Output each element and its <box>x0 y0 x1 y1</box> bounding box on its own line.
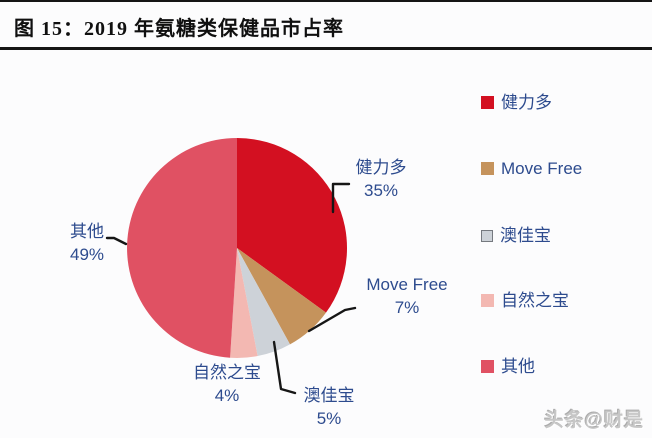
title-underline <box>0 47 652 50</box>
top-rule <box>0 0 652 2</box>
callout-ziranzhibao-label: 自然之宝 <box>193 363 261 382</box>
leader-line-jianliduo <box>331 182 351 214</box>
legend-swatch-qita <box>481 360 494 373</box>
leader-line-movefree <box>307 306 357 333</box>
legend-label-ziranzhibao: 自然之宝 <box>501 291 569 310</box>
legend-swatch-movefree <box>481 162 494 175</box>
legend-swatch-aojiabao <box>481 230 493 242</box>
callout-aojiabao-value: 5% <box>316 409 342 428</box>
legend-label-qita: 其他 <box>501 357 535 376</box>
legend-item-ziranzhibao: 自然之宝 <box>481 290 593 312</box>
legend-label-aojiabao: 澳佳宝 <box>500 226 551 245</box>
callout-ziranzhibao-value: 4% <box>214 386 240 405</box>
callout-movefree-label: Move Free <box>366 275 448 294</box>
callout-movefree-value: 7% <box>394 298 420 317</box>
watermark: 头条@财是 <box>544 410 644 431</box>
leader-line-qita <box>105 236 128 246</box>
pie-slice-0 <box>237 138 348 313</box>
legend-item-movefree: Move Free <box>481 158 593 180</box>
legend-item-qita: 其他 <box>481 356 593 378</box>
callout-jianliduo-value: 35% <box>363 181 399 200</box>
pie-slice-3 <box>230 248 258 358</box>
legend-item-jianliduo: 健力多 <box>481 92 593 114</box>
callout-movefree: Move Free 7% <box>347 273 467 319</box>
leader-line-aojiabao <box>272 340 297 395</box>
callout-qita: 其他 49% <box>37 220 137 266</box>
callout-qita-label: 其他 <box>70 222 104 241</box>
callout-jianliduo: 健力多 35% <box>326 156 436 202</box>
callout-jianliduo-label: 健力多 <box>355 158 407 177</box>
pie-slices <box>127 138 348 358</box>
pie-slice-4 <box>127 138 237 358</box>
legend-swatch-ziranzhibao <box>481 294 494 307</box>
legend-label-movefree: Move Free <box>501 159 583 178</box>
chart-title: 图 15：2019 年氨糖类保健品市占率 <box>14 18 344 40</box>
pie-slice-1 <box>237 248 326 345</box>
callout-aojiabao: 澳佳宝 5% <box>269 384 389 430</box>
legend-item-aojiabao: 澳佳宝 <box>481 225 592 247</box>
legend-swatch-jianliduo <box>481 96 494 109</box>
callout-aojiabao-label: 澳佳宝 <box>303 386 355 405</box>
callout-ziranzhibao: 自然之宝 4% <box>167 361 287 407</box>
callout-qita-value: 49% <box>69 245 105 264</box>
pie-slice-2 <box>237 248 290 357</box>
legend-label-jianliduo: 健力多 <box>501 93 552 112</box>
